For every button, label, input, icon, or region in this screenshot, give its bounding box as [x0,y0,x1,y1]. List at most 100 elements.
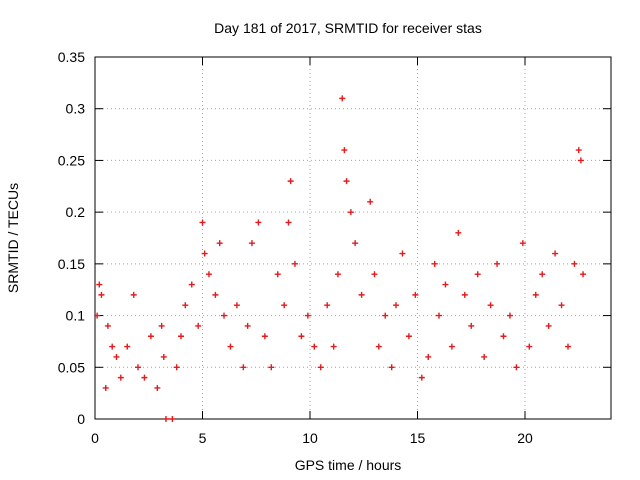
x-tick-label: 5 [199,430,207,446]
y-tick-label: 0.35 [58,49,85,65]
y-tick-label: 0.3 [66,101,86,117]
data-point [352,240,359,247]
axis-ticks: 0 0.05 0.1 0.15 0.2 0.25 0.3 0.35 0 5 10 15 20 [58,49,611,446]
data-points [94,95,587,422]
x-tick-label: 0 [91,430,99,446]
data-point [158,322,165,329]
data-point [188,281,195,288]
data-point [124,343,131,350]
data-point [104,322,111,329]
data-point [375,343,382,350]
grid [95,57,611,419]
data-point [298,333,305,340]
data-point [261,333,268,340]
data-point [285,219,292,226]
data-point [178,333,184,340]
y-tick-label: 0.1 [66,308,86,324]
data-point [199,219,206,226]
data-point [347,209,354,216]
data-point [371,271,378,278]
data-point [341,147,348,154]
data-point [388,364,395,371]
data-point [324,302,331,309]
data-point [169,416,176,422]
data-point [195,322,202,329]
data-point [98,291,105,298]
data-point [281,302,288,309]
data-point [481,353,488,360]
data-point [274,271,281,278]
data-point [442,281,449,288]
data-point [135,364,141,371]
data-point [461,291,468,298]
data-point [575,147,582,154]
data-point [425,353,432,360]
data-point [117,374,124,381]
data-point [571,260,578,267]
data-point [393,302,399,309]
data-point [455,229,462,236]
data-point [201,250,208,257]
data-point [268,364,275,371]
x-tick-label: 15 [410,430,426,446]
data-point [545,322,552,329]
x-axis-label: GPS time / hours [295,457,402,473]
data-point [358,291,365,298]
data-point [382,312,389,319]
data-point [102,384,109,391]
data-point [113,353,120,360]
data-point [448,343,455,350]
data-point [558,302,565,309]
data-point [412,291,419,298]
data-point [494,260,501,267]
data-point [539,271,546,278]
data-point [317,364,324,371]
data-point [162,416,169,422]
data-point [513,364,520,371]
data-point [506,312,513,319]
data-point [500,333,507,340]
data-point [431,260,438,267]
y-tick-label: 0 [77,411,85,427]
data-point [291,260,298,267]
data-point [130,291,137,298]
data-point [154,384,161,391]
data-point [526,343,533,350]
data-point [405,333,412,340]
data-point [519,240,526,247]
data-point [173,364,180,371]
data-point [255,219,262,226]
x-tick-label: 20 [517,430,533,446]
data-point [552,250,559,257]
y-tick-label: 0.25 [58,152,85,168]
data-point [94,312,101,319]
data-point [227,343,234,350]
data-point [311,343,318,350]
data-point [160,353,167,360]
data-point [147,333,154,340]
data-point [418,374,425,381]
chart-title: Day 181 of 2017, SRMTID for receiver sta… [214,20,482,36]
data-point [532,291,539,298]
data-point [248,240,255,247]
data-point [474,271,481,278]
data-point [233,302,240,309]
data-point [216,240,223,247]
data-point [205,271,212,278]
data-point [577,157,584,164]
data-point [96,281,103,288]
data-point [565,343,571,350]
data-point [109,343,116,350]
data-point [330,343,337,350]
data-point [468,322,475,329]
data-point [221,312,227,319]
data-point [399,250,406,257]
data-point [487,302,494,309]
y-tick-label: 0.05 [58,359,85,375]
plot-frame [94,56,612,420]
x-tick-label: 10 [302,430,318,446]
y-tick-label: 0.15 [58,256,85,272]
data-point [287,178,294,185]
data-point [343,178,350,185]
